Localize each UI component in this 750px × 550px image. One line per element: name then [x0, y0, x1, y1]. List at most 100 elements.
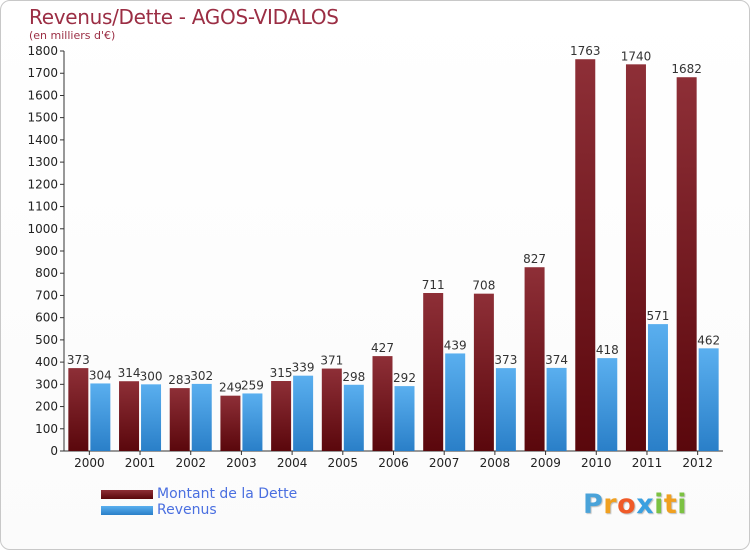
bar-dette — [119, 381, 140, 451]
y-tick-label: 1500 — [27, 111, 58, 125]
bar-revenus — [495, 368, 516, 451]
bar-revenus — [141, 384, 162, 451]
data-label-dette: 283 — [168, 373, 191, 387]
bar-revenus — [698, 348, 719, 451]
data-label-revenus: 462 — [697, 333, 720, 347]
data-label-dette: 827 — [523, 252, 546, 266]
logo-letter: r — [603, 489, 618, 520]
bar-dette — [169, 388, 190, 451]
bar-dette — [321, 368, 342, 451]
y-tick-label: 800 — [35, 266, 58, 280]
chart-title: Revenus/Dette - AGOS-VIDALOS — [29, 5, 339, 29]
x-tick-label: 2000 — [74, 456, 105, 470]
x-tick-label: 2008 — [480, 456, 511, 470]
data-label-dette: 315 — [270, 366, 293, 380]
y-tick-label: 1800 — [27, 44, 58, 58]
bar-dette — [271, 381, 292, 451]
bar-revenus — [242, 393, 263, 451]
x-tick-label: 2001 — [125, 456, 156, 470]
bar-dette — [473, 293, 494, 451]
bar-dette — [524, 267, 545, 451]
y-tick-label: 1000 — [27, 222, 58, 236]
y-tick-label: 1200 — [27, 177, 58, 191]
data-label-revenus: 300 — [140, 369, 163, 383]
y-tick-label: 700 — [35, 288, 58, 302]
data-label-revenus: 373 — [494, 353, 517, 367]
bar-dette — [575, 59, 596, 451]
logo-letter: o — [617, 489, 637, 520]
bar-revenus — [293, 375, 314, 451]
legend-label-dette: Montant de la Dette — [157, 486, 298, 502]
bar-dette — [372, 356, 393, 451]
bar-revenus — [90, 383, 111, 451]
bar-dette — [625, 64, 646, 452]
y-tick-label: 1700 — [27, 66, 58, 80]
data-label-dette: 711 — [422, 278, 445, 292]
y-tick-label: 500 — [35, 333, 58, 347]
data-label-revenus: 298 — [342, 370, 365, 384]
data-label-revenus: 439 — [444, 338, 467, 352]
data-label-revenus: 418 — [596, 343, 619, 357]
y-tick-label: 1300 — [27, 155, 58, 169]
legend-swatch-dette — [101, 490, 153, 499]
y-tick-label: 100 — [35, 422, 58, 436]
x-tick-label: 2011 — [632, 456, 663, 470]
x-tick-label: 2004 — [277, 456, 308, 470]
y-tick-label: 0 — [50, 444, 58, 458]
y-tick-label: 400 — [35, 355, 58, 369]
x-tick-label: 2007 — [429, 456, 460, 470]
data-label-dette: 1740 — [621, 49, 652, 63]
data-label-revenus: 571 — [647, 309, 670, 323]
bar-revenus — [597, 358, 618, 451]
data-label-revenus: 292 — [393, 371, 416, 385]
legend-swatch-revenus — [101, 506, 153, 515]
y-tick-label: 200 — [35, 400, 58, 414]
logo-letter: P — [583, 489, 604, 520]
data-label-dette: 708 — [472, 279, 495, 293]
data-label-revenus: 339 — [292, 361, 315, 375]
bar-revenus — [647, 324, 668, 451]
legend-label-revenus: Revenus — [157, 502, 217, 518]
chart-subtitle: (en milliers d'€) — [29, 29, 116, 42]
data-label-dette: 314 — [118, 366, 141, 380]
bar-revenus — [343, 384, 364, 451]
proxiti-logo: Proxiti — [583, 489, 687, 520]
y-tick-label: 300 — [35, 377, 58, 391]
data-label-revenus: 374 — [545, 353, 568, 367]
bar-revenus — [394, 386, 415, 451]
data-label-dette: 1682 — [671, 62, 702, 76]
data-label-revenus: 302 — [190, 369, 213, 383]
data-label-dette: 373 — [67, 353, 90, 367]
bar-revenus — [445, 353, 466, 451]
y-tick-label: 900 — [35, 244, 58, 258]
x-tick-label: 2002 — [175, 456, 206, 470]
y-tick-label: 1600 — [27, 88, 58, 102]
bar-revenus — [546, 367, 567, 451]
bar-dette — [676, 77, 697, 451]
data-label-dette: 427 — [371, 341, 394, 355]
bar-revenus — [191, 383, 212, 451]
bar-dette — [220, 395, 241, 451]
data-label-revenus: 304 — [89, 368, 112, 382]
bar-dette — [68, 368, 89, 451]
data-label-dette: 249 — [219, 381, 242, 395]
logo-letter: i — [654, 489, 664, 520]
logo-letter: t — [663, 489, 678, 520]
data-label-dette: 371 — [320, 354, 343, 368]
y-tick-label: 600 — [35, 311, 58, 325]
x-tick-label: 2003 — [226, 456, 257, 470]
x-tick-label: 2006 — [378, 456, 409, 470]
x-tick-label: 2010 — [581, 456, 612, 470]
x-tick-label: 2009 — [530, 456, 561, 470]
x-tick-label: 2012 — [682, 456, 713, 470]
data-label-revenus: 259 — [241, 378, 264, 392]
y-tick-label: 1100 — [27, 200, 58, 214]
x-tick-label: 2005 — [328, 456, 359, 470]
bar-dette — [423, 293, 444, 451]
y-tick-label: 1400 — [27, 133, 58, 147]
data-label-dette: 1763 — [570, 44, 601, 58]
logo-letter: x — [636, 489, 655, 520]
logo-letter: i — [677, 489, 688, 520]
